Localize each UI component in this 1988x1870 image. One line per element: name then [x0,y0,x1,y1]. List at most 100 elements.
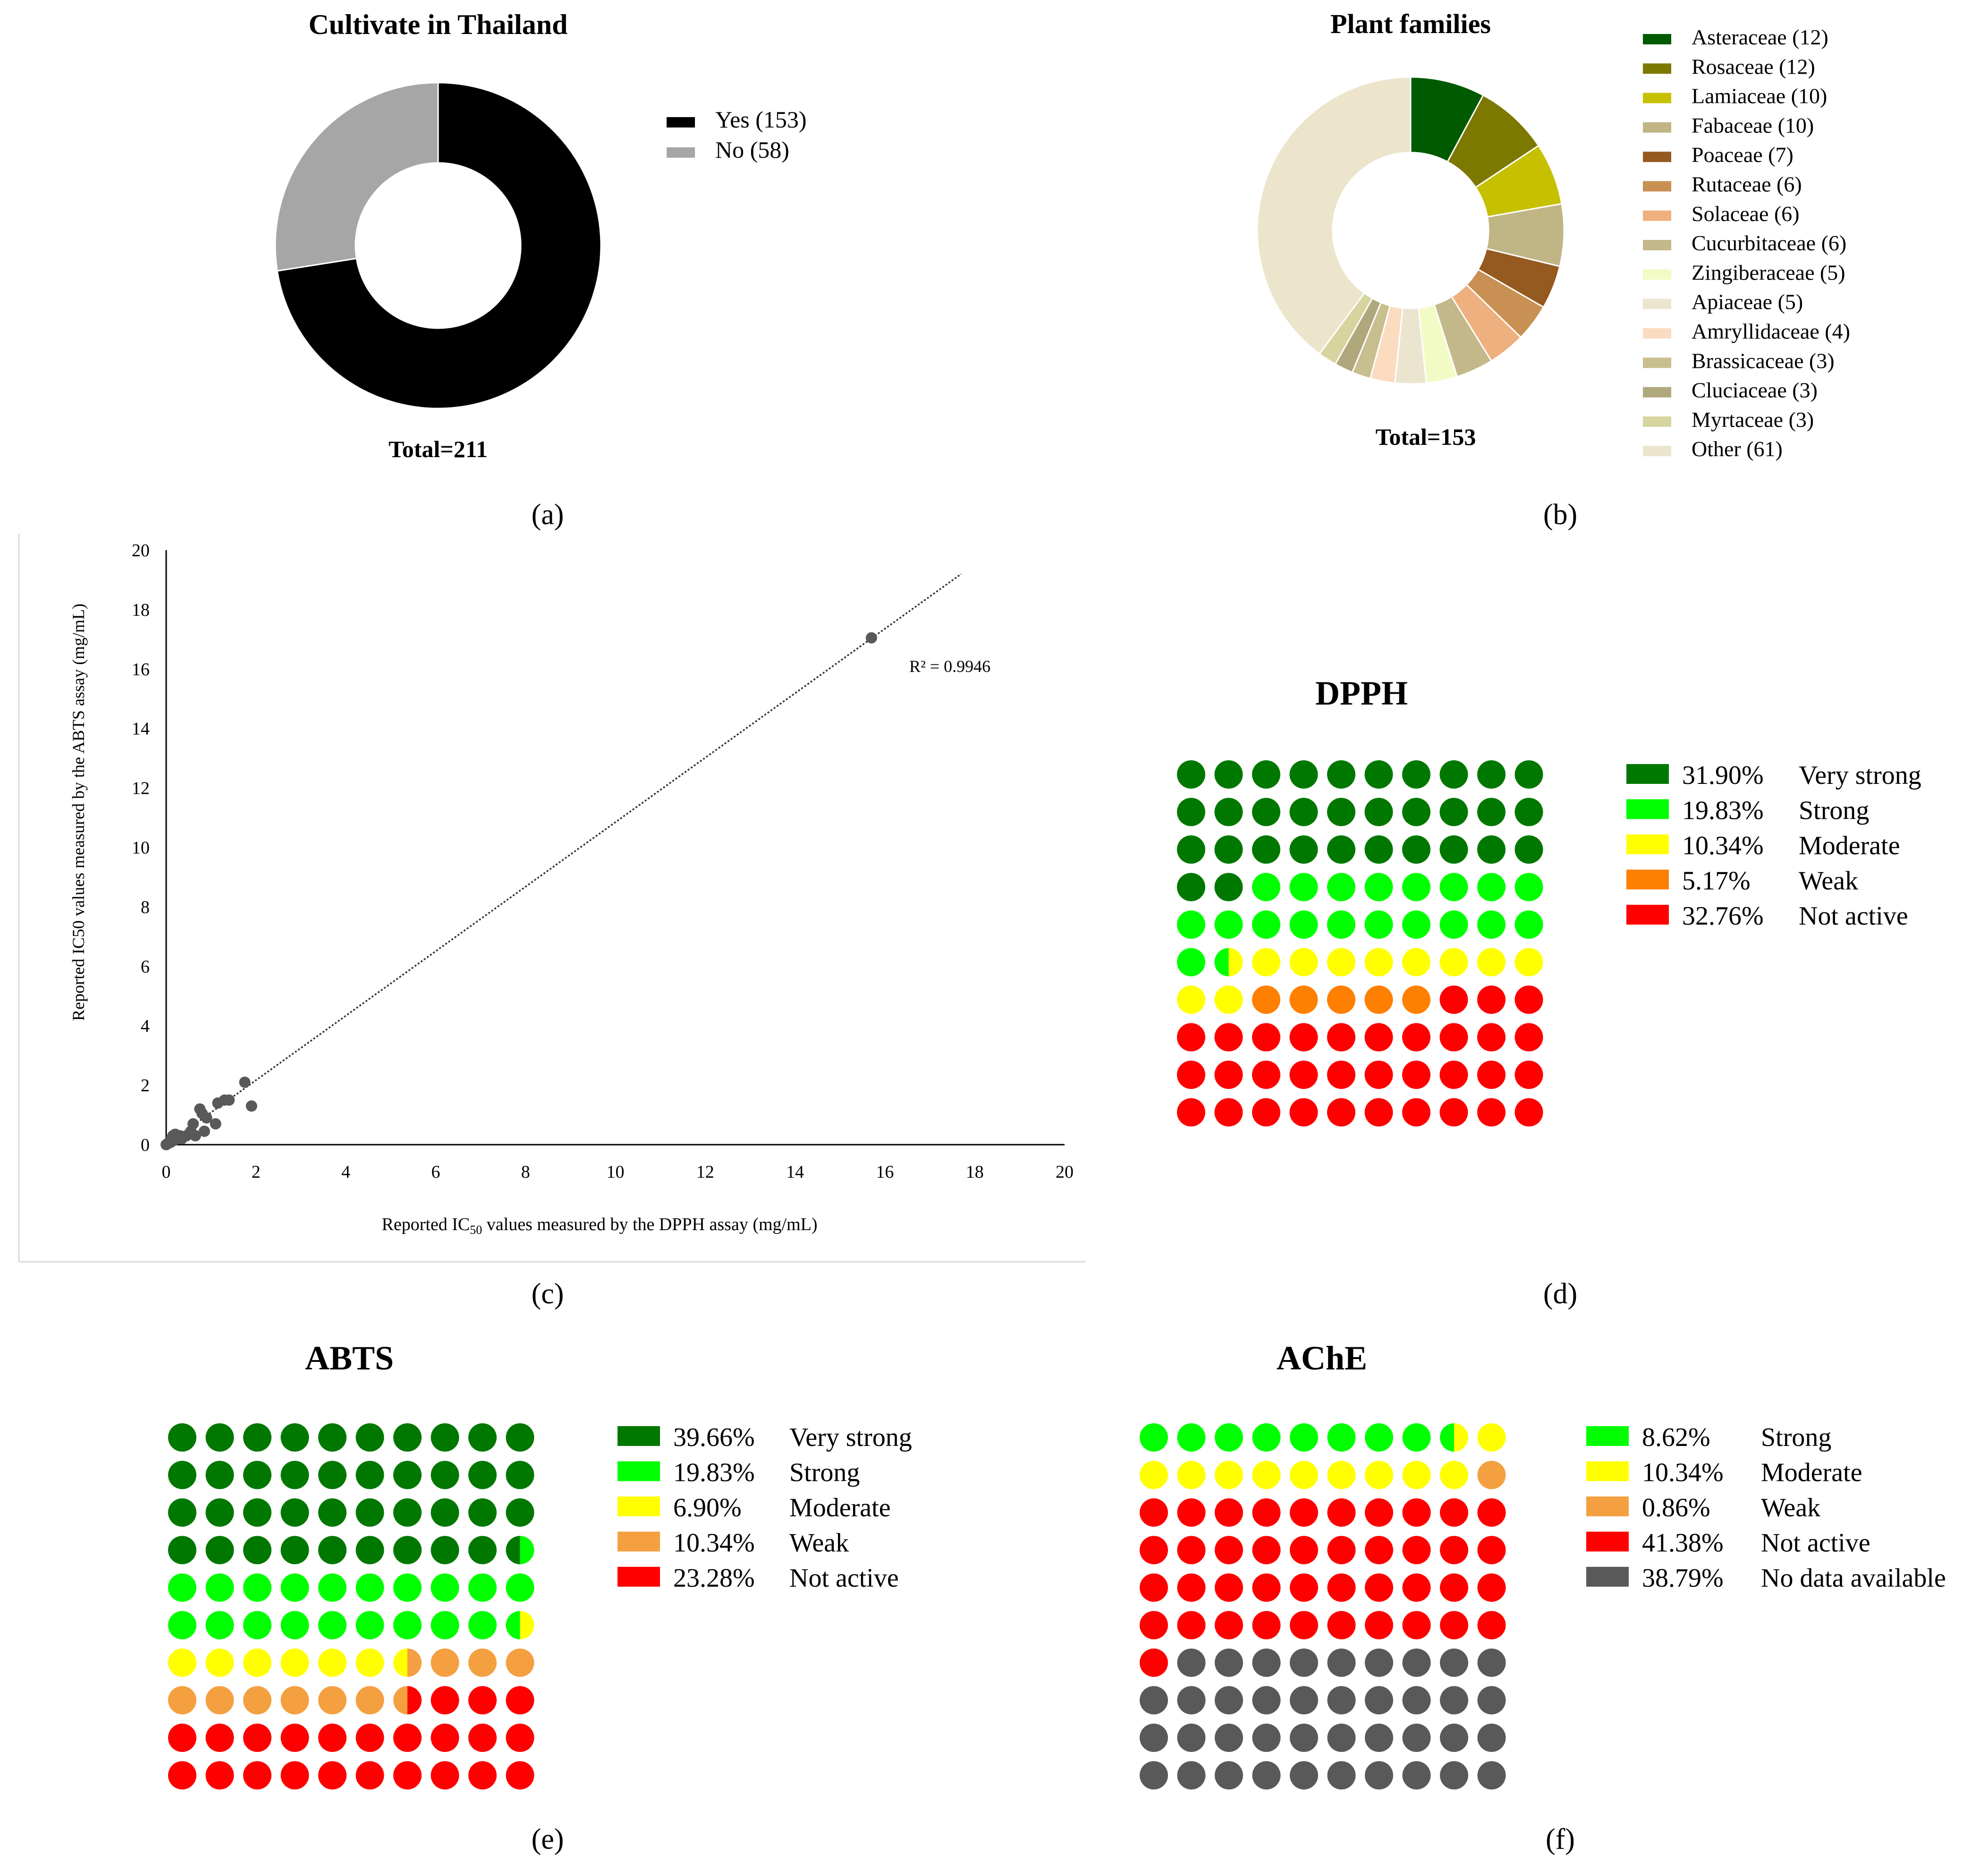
waffle-cell [1177,1573,1206,1602]
waffle-cell [1439,760,1468,789]
waffle-cell [1477,1724,1506,1752]
waffle-cell [1477,948,1506,977]
legend-percent: 10.34% [1682,831,1764,860]
waffle-cell [318,1573,347,1602]
chart-c-xlabel-pre: Reported IC [381,1215,470,1234]
waffle-cell [1289,798,1318,826]
panel-label-d: (d) [1543,1278,1577,1310]
waffle-cell [1327,1423,1356,1452]
waffle-cell [318,1498,347,1527]
panel-c: 0 2 4 6 8 10 12 14 16 18 20 0 2 4 6 8 10 12 14 16 18 20 Repor… [18,534,1086,1310]
waffle-cell [1252,910,1280,939]
waffle-cell [1402,798,1430,826]
waffle-cell [1477,1423,1506,1452]
waffle-cell [1364,986,1393,1014]
waffle-cell [1327,835,1355,864]
waffle-cell [431,1498,459,1527]
waffle-cell-left-half [506,1536,520,1564]
waffle-cell [1327,798,1355,826]
waffle-cell-left-half [393,1686,407,1715]
waffle-cell [1327,1649,1356,1677]
donut-a [274,82,602,409]
waffle-cell [431,1611,459,1640]
waffle-cell [1252,1423,1281,1452]
waffle-cell [506,1573,534,1602]
x-tick-label: 16 [876,1162,894,1182]
waffle-cell [1327,1061,1355,1089]
waffle-d [1177,760,1543,1127]
waffle-cell-right-half [1228,948,1243,977]
x-tick-label: 18 [966,1162,984,1182]
legend-swatch [1586,1426,1629,1446]
waffle-cell [280,1461,309,1489]
chart-f-title: AChE [1277,1339,1367,1377]
waffle-cell [1477,1611,1506,1640]
waffle-cell [468,1498,497,1527]
waffle-cell [1327,986,1355,1014]
waffle-cell [1252,1061,1280,1089]
legend-percent: 32.76% [1682,901,1764,931]
chart-c-ylabel: Reported IC50 values measured by the ABT… [69,604,88,1021]
waffle-cell [243,1573,271,1602]
waffle-cell [1477,1023,1506,1052]
waffle-cell [1214,798,1243,826]
waffle-cell [506,1649,534,1677]
waffle-cell [1140,1498,1168,1527]
waffle-cell [1177,835,1205,864]
waffle-cell [468,1611,497,1640]
waffle-cell [1289,948,1318,977]
y-tick-label: 12 [132,779,150,799]
waffle-cell [1364,873,1393,901]
legend-name: Not active [1761,1529,1870,1558]
waffle-cell [280,1686,309,1715]
waffle-cell [1290,1611,1318,1640]
waffle-cell [1252,986,1280,1014]
legend-label: No (58) [715,136,789,163]
waffle-cell [1252,1023,1280,1052]
x-tick-label: 20 [1056,1162,1074,1182]
waffle-cell [1289,1023,1318,1052]
waffle-cell [1327,1536,1356,1564]
scatter-point [223,1094,235,1106]
waffle-cell [1402,1498,1431,1527]
x-tick-label: 6 [431,1162,440,1182]
waffle-cell [1214,910,1243,939]
waffle-cell [205,1686,234,1715]
waffle-cell [243,1611,271,1640]
waffle-cell [1440,1498,1468,1527]
waffle-cell [1215,1423,1243,1452]
waffle-cell [243,1761,271,1790]
waffle-cell [393,1724,422,1752]
waffle-cell [1514,760,1543,789]
waffle-cell [1439,873,1468,901]
waffle-cell [280,1423,309,1452]
scatter-point [198,1125,210,1137]
waffle-cell [1402,1649,1431,1677]
waffle-cell [1140,1724,1168,1752]
waffle-cell [1177,1098,1205,1127]
waffle-cell [506,1686,534,1715]
waffle-cell [355,1761,384,1790]
waffle-cell [1439,798,1468,826]
waffle-cell [205,1498,234,1527]
waffle-cell [1177,948,1205,977]
chart-c-r2: R² = 0.9946 [909,657,990,676]
scatter-point [239,1076,251,1088]
waffle-cell-left-half [506,1611,520,1640]
waffle-cell [1327,1686,1356,1715]
y-tick-label: 0 [141,1135,150,1155]
waffle-cell [1252,1461,1281,1489]
waffle-cell [243,1423,271,1452]
legend-swatch [1643,269,1671,280]
waffle-cell [1290,1573,1318,1602]
waffle-cell [168,1686,196,1715]
waffle-cell [1440,1461,1468,1489]
waffle-cell [1477,1686,1506,1715]
y-tick-label: 6 [141,957,150,977]
waffle-cell [1177,1724,1206,1752]
legend-d: 31.90% Very strong 19.83% Strong 10.34% Moder… [1626,761,1921,931]
waffle-cell [1177,1023,1205,1052]
waffle-cell [1140,1461,1168,1489]
chart-b-title: Plant families [1330,8,1491,39]
waffle-f [1140,1423,1506,1790]
